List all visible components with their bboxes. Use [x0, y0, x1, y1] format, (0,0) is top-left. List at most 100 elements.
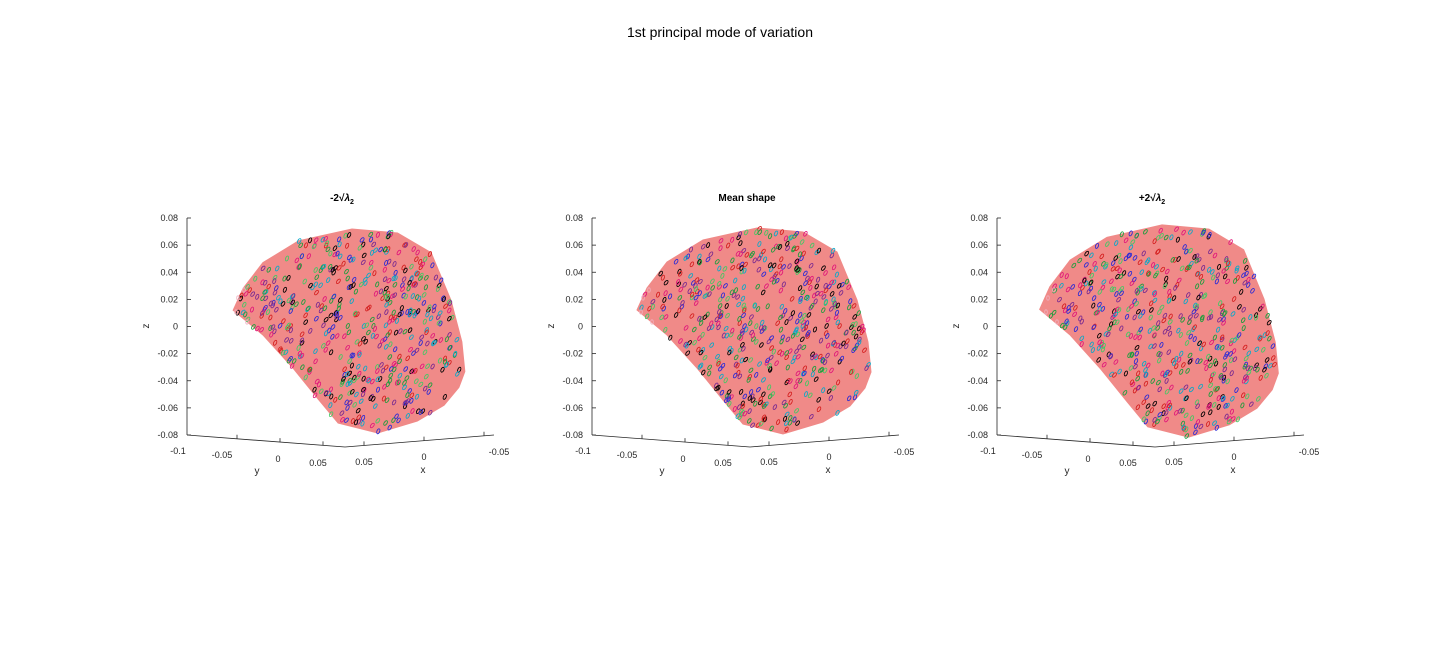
landmark-point	[447, 300, 453, 307]
landmark-point	[809, 242, 815, 249]
landmark-point	[1096, 345, 1102, 351]
landmark-point	[749, 314, 754, 320]
landmark-point	[334, 311, 340, 317]
landmark-point	[790, 310, 796, 316]
landmark-point	[330, 333, 335, 340]
landmark-point	[1138, 313, 1143, 319]
landmark-point	[693, 300, 699, 306]
landmark-point	[394, 413, 399, 420]
landmark-point	[272, 278, 277, 285]
landmark-point	[837, 323, 842, 329]
landmark-point	[345, 275, 350, 282]
landmark-point	[1136, 329, 1142, 336]
landmark-point	[826, 388, 832, 394]
landmark-point	[678, 338, 683, 344]
landmark-point	[757, 241, 762, 247]
landmark-point	[790, 332, 796, 339]
landmark-point	[403, 267, 408, 274]
landmark-point	[764, 229, 769, 236]
landmark-point	[1212, 420, 1217, 426]
landmark-point	[793, 383, 799, 390]
landmark-point	[384, 302, 389, 308]
landmark-point	[349, 362, 354, 369]
x-axis-label: x	[826, 465, 831, 476]
landmark-point	[772, 273, 777, 280]
landmark-point	[347, 399, 353, 406]
landmark-point	[281, 318, 286, 324]
landmark-point	[1194, 399, 1200, 405]
landmark-point	[787, 415, 793, 421]
landmark-point	[443, 303, 449, 309]
landmark-point	[1176, 256, 1181, 262]
landmark-point	[817, 353, 823, 360]
landmark-point	[1180, 420, 1185, 427]
landmark-point	[454, 337, 460, 343]
landmark-point	[1240, 317, 1246, 324]
landmark-point	[1134, 350, 1139, 357]
landmark-point	[341, 376, 346, 382]
landmark-point	[1083, 262, 1089, 268]
landmark-point	[1164, 275, 1169, 282]
landmark-point	[260, 265, 266, 271]
y-axis-label: y	[660, 466, 665, 477]
landmark-point	[345, 381, 350, 387]
landmark-point	[833, 314, 839, 320]
landmark-point	[848, 298, 853, 305]
landmark-point	[1227, 261, 1232, 268]
landmark-point	[702, 314, 708, 320]
landmark-point	[1142, 287, 1148, 294]
landmark-point	[816, 247, 822, 254]
landmark-point	[1150, 262, 1156, 268]
landmark-point	[1108, 354, 1114, 360]
landmark-point	[306, 253, 311, 260]
landmark-point	[737, 315, 742, 322]
landmark-point	[376, 428, 381, 435]
landmark-point	[394, 317, 400, 324]
landmark-point	[405, 355, 411, 362]
z-tick-label: 0	[173, 322, 178, 332]
landmark-point	[1059, 272, 1064, 278]
landmark-point	[788, 315, 794, 321]
landmark-point	[1195, 358, 1200, 365]
landmark-point	[321, 322, 326, 329]
landmark-point	[1153, 272, 1158, 279]
landmark-point	[341, 260, 346, 267]
landmark-point	[427, 382, 433, 388]
landmark-point	[321, 264, 327, 270]
landmark-point	[1195, 419, 1201, 425]
landmark-point	[430, 262, 435, 269]
landmark-point	[787, 263, 792, 269]
landmark-point	[748, 320, 753, 326]
landmark-point	[696, 346, 701, 353]
landmark-point	[730, 265, 736, 271]
landmark-point	[798, 312, 803, 318]
landmark-point	[797, 377, 803, 384]
landmark-point	[716, 324, 721, 331]
landmark-point	[361, 336, 366, 342]
landmark-point	[1182, 244, 1187, 250]
landmark-point	[1171, 360, 1177, 366]
landmark-point	[803, 280, 808, 287]
landmark-point	[1137, 259, 1143, 265]
landmark-point	[825, 352, 830, 359]
landmark-point	[376, 313, 382, 320]
landmark-point	[391, 399, 397, 406]
landmark-point	[1118, 273, 1124, 279]
landmark-point	[1129, 351, 1134, 358]
landmark-point	[1167, 288, 1172, 295]
landmark-point	[1245, 365, 1251, 371]
landmark-point	[1065, 286, 1071, 293]
landmark-point	[425, 340, 430, 347]
landmark-point	[1129, 379, 1135, 386]
landmark-point	[368, 259, 374, 266]
landmark-point	[312, 386, 317, 393]
x-axis-label: x	[1231, 465, 1236, 476]
landmark-point	[380, 338, 385, 344]
landmark-point	[807, 279, 812, 285]
landmark-point	[328, 349, 334, 356]
landmark-point	[781, 281, 786, 288]
landmark-point	[1133, 358, 1139, 365]
landmark-point	[697, 363, 702, 370]
landmark-point	[424, 329, 429, 336]
